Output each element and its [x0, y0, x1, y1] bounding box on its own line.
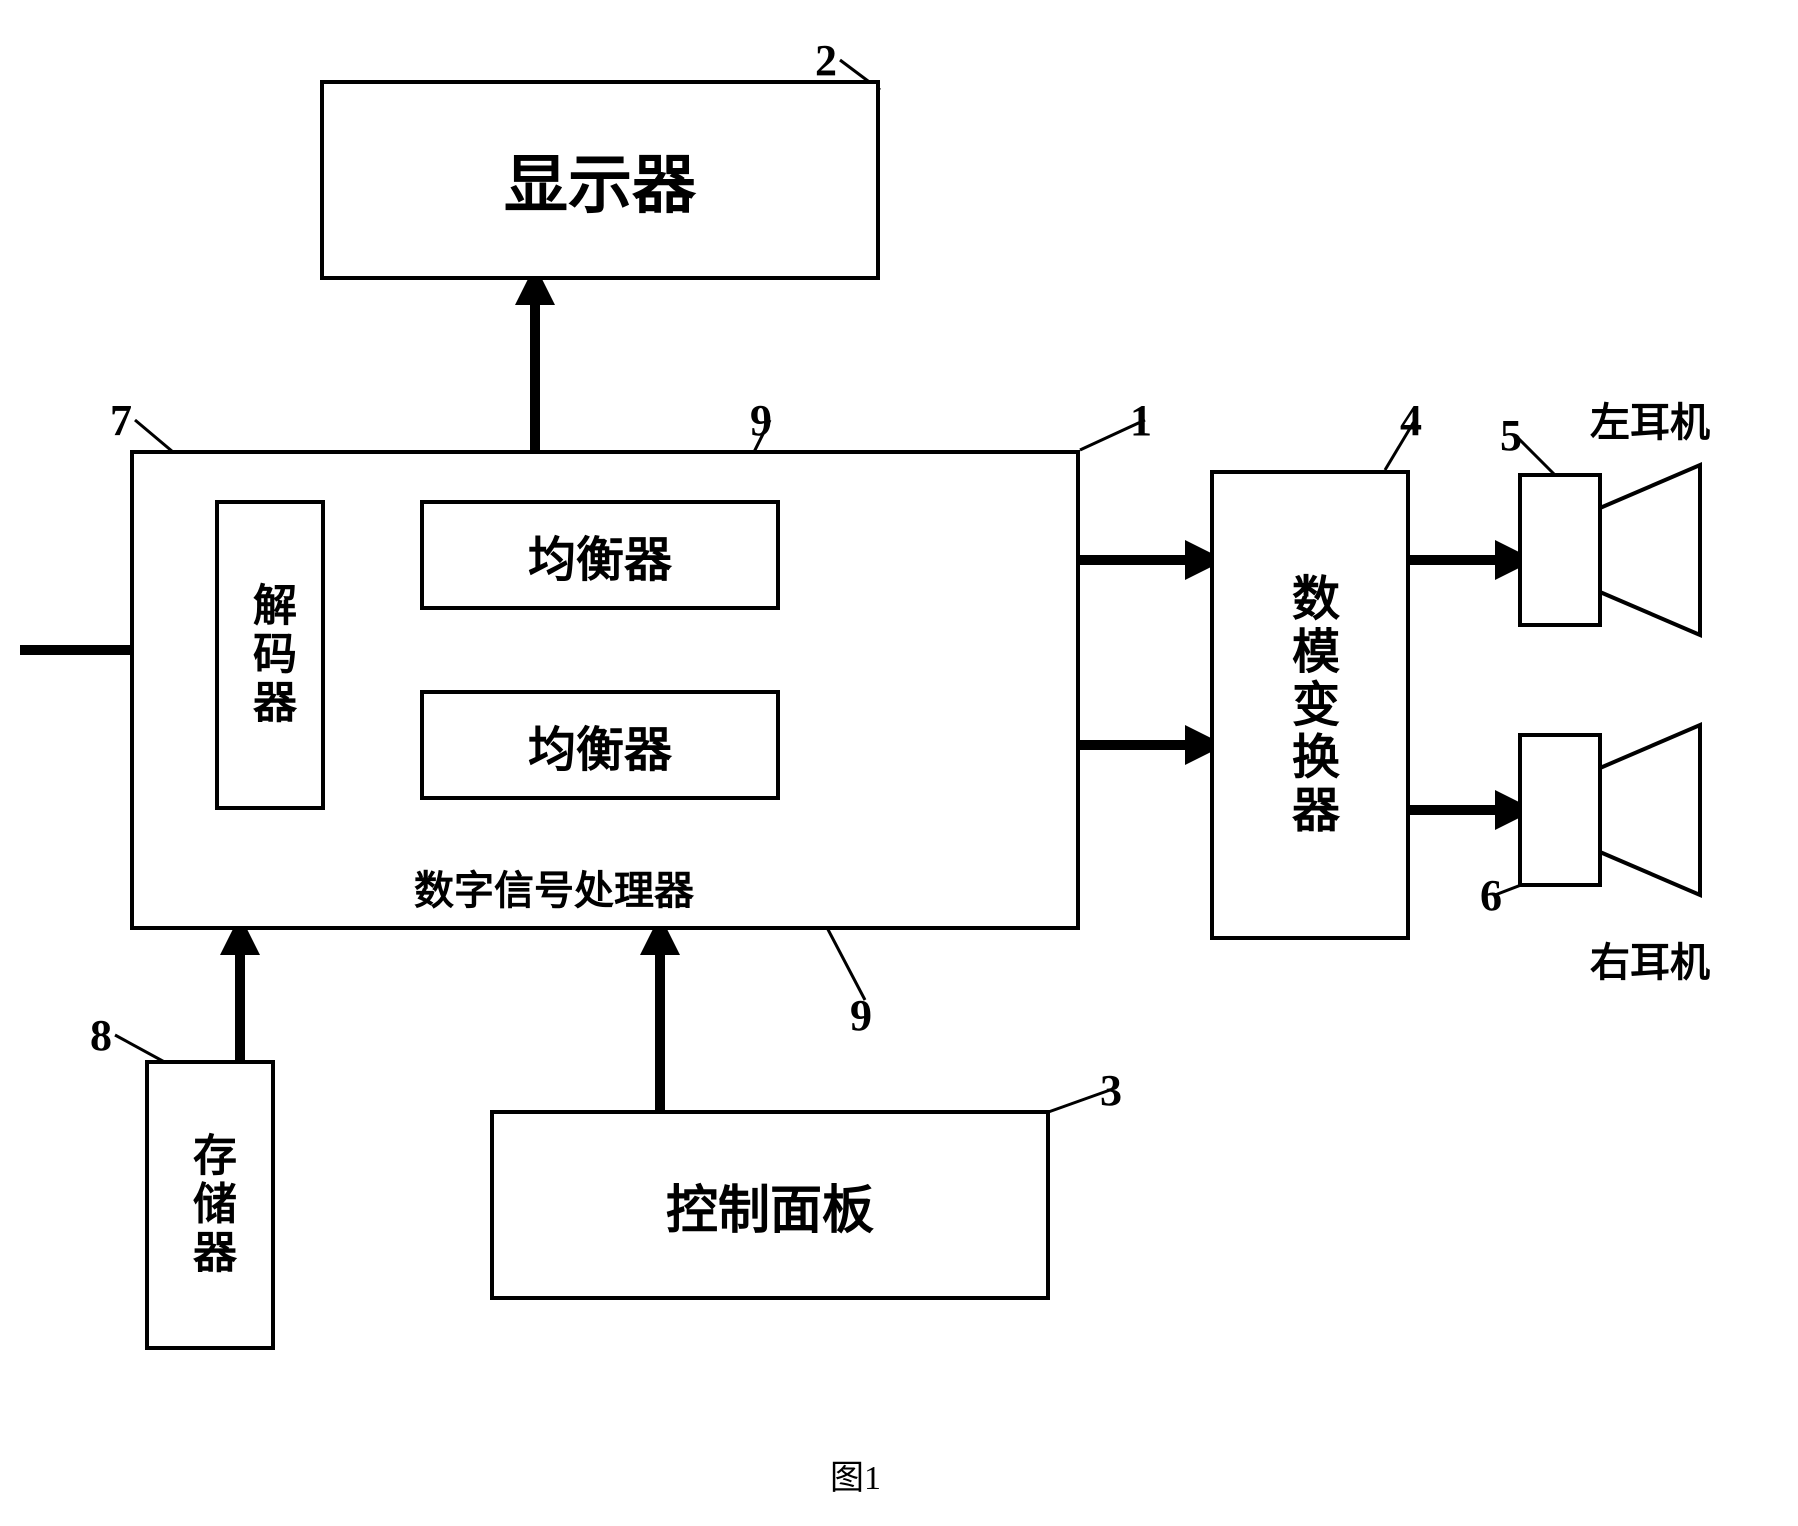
id-label-7: 7 — [110, 395, 132, 446]
dac-block: 数模变换器 — [1210, 470, 1410, 940]
decoder-label: 解码器 — [238, 582, 302, 727]
control-panel-label: 控制面板 — [666, 1168, 874, 1243]
id-label-1: 1 — [1130, 395, 1152, 446]
id-label-9a: 9 — [750, 395, 772, 446]
control-panel-block: 控制面板 — [490, 1110, 1050, 1300]
memory-label: 存储器 — [178, 1132, 242, 1277]
dac-label: 数模变换器 — [1275, 573, 1345, 837]
left-earphone-label: 左耳机 — [1590, 390, 1710, 448]
id-label-8: 8 — [90, 1010, 112, 1061]
memory-block: 存储器 — [145, 1060, 275, 1350]
equalizer-bottom-block: 均衡器 — [420, 690, 780, 800]
equalizer-bottom-label: 均衡器 — [528, 710, 672, 780]
decoder-block: 解码器 — [215, 500, 325, 810]
right-earphone-label: 右耳机 — [1590, 930, 1710, 988]
id-label-3: 3 — [1100, 1065, 1122, 1116]
display-block: 显示器 — [320, 80, 880, 280]
id-label-2: 2 — [815, 35, 837, 86]
equalizer-top-block: 均衡器 — [420, 500, 780, 610]
dsp-label: 数字信号处理器 — [414, 858, 694, 916]
equalizer-top-label: 均衡器 — [528, 520, 672, 590]
id-label-4: 4 — [1400, 395, 1422, 446]
display-label: 显示器 — [504, 134, 696, 226]
id-label-6: 6 — [1480, 870, 1502, 921]
figure-caption: 图1 — [830, 1450, 881, 1499]
id-label-5: 5 — [1500, 410, 1522, 461]
id-label-9b: 9 — [850, 990, 872, 1041]
